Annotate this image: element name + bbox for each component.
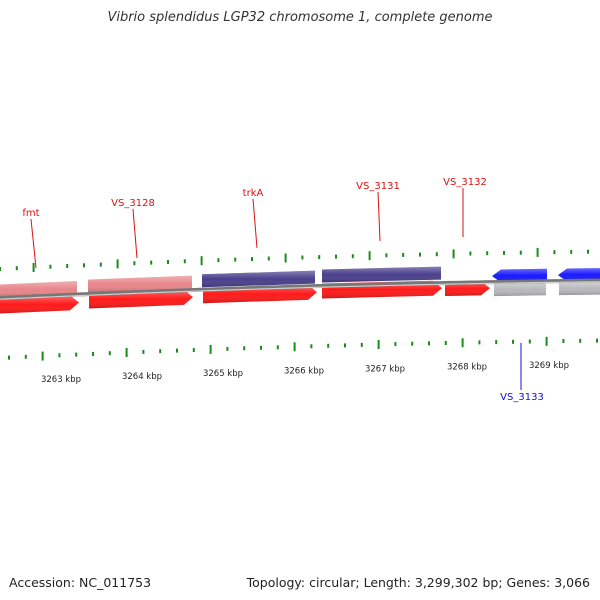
cds-arrow-vs3133-shading — [492, 268, 547, 283]
leader-line — [252, 198, 258, 249]
genome-backbone — [0, 278, 600, 301]
cds-arrow-next-shading — [558, 268, 600, 282]
inner-tick-marks — [8, 336, 598, 361]
gene-label: trkA — [243, 188, 264, 199]
gene-label: VS_3131 — [356, 181, 400, 192]
ruler-label: 3269 kbp — [529, 361, 569, 371]
gene-bar-trka-shading — [202, 270, 315, 288]
gene-bar-vs3128-shading — [88, 275, 192, 293]
gene-label: VS_3128 — [111, 198, 155, 209]
gene-bar-vs3131-shading — [322, 266, 441, 283]
leader-line — [377, 191, 381, 242]
leader-line — [30, 218, 37, 269]
outer-tick-marks — [0, 247, 589, 272]
cds-arrow-fmt-shading — [0, 295, 79, 314]
leader-line — [132, 208, 138, 259]
gene-label: fmt — [22, 208, 39, 219]
backbone-line — [0, 278, 600, 301]
map-title: Vibrio splendidus LGP32 chromosome 1, co… — [107, 10, 493, 25]
cds-arrow-vs3132-shading — [445, 281, 490, 297]
gene-label: VS_3133 — [500, 392, 544, 403]
ruler-label: 3266 kbp — [284, 367, 324, 377]
feature-track — [0, 266, 600, 314]
gene-bar-next-shading — [559, 282, 600, 296]
backbone-highlight — [0, 281, 600, 300]
accession-text: Accession: NC_011753 — [9, 575, 152, 590]
label-leader-lines — [30, 188, 522, 390]
ruler-label: 3264 kbp — [122, 372, 162, 382]
gene-label: VS_3132 — [443, 177, 487, 188]
ruler-label: 3263 kbp — [41, 375, 81, 385]
ruler-label: 3267 kbp — [365, 364, 405, 374]
gene-bar-vs3133-shading — [494, 283, 546, 297]
ruler-label: 3265 kbp — [203, 369, 243, 379]
genome-stats-text: Topology: circular; Length: 3,299,302 bp… — [246, 575, 590, 590]
ruler-label: 3268 kbp — [447, 363, 487, 373]
